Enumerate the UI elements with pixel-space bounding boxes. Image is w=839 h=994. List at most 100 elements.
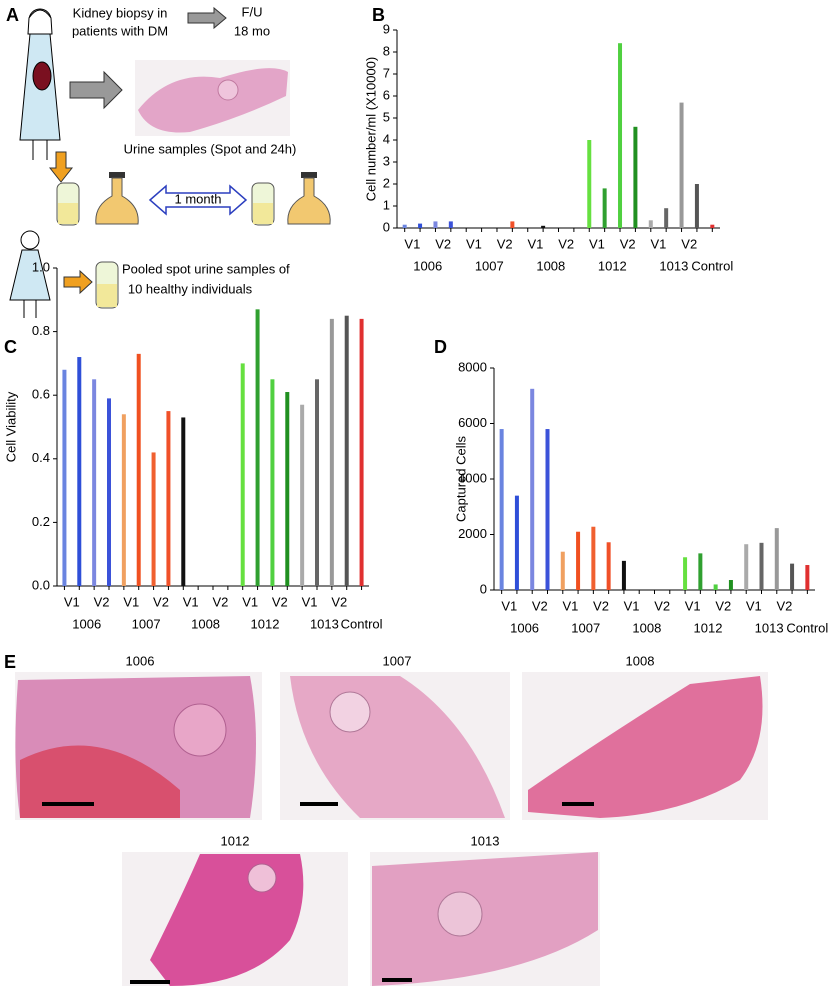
visit-label: V2: [435, 236, 451, 251]
visit-label: V2: [212, 594, 228, 609]
panel-label: D: [434, 337, 447, 357]
bar: [344, 315, 349, 586]
followup-text: F/U: [242, 4, 263, 19]
panel-label: B: [372, 5, 385, 25]
y-tick-label: 0.8: [32, 323, 50, 338]
visit-label: V1: [746, 598, 762, 613]
histology-image: [280, 672, 510, 820]
panel-label: A: [6, 5, 19, 25]
y-tick-label: 0.2: [32, 514, 50, 529]
visit-label: V1: [501, 598, 517, 613]
group-label: 1007: [571, 620, 600, 635]
urine-flask: [95, 172, 139, 225]
bar: [77, 357, 82, 586]
bar: [713, 584, 718, 590]
bar: [710, 224, 715, 228]
visit-label: V2: [776, 598, 792, 613]
bar: [790, 563, 795, 590]
y-tick-label: 2: [383, 175, 390, 190]
bar: [315, 379, 319, 586]
group-label: Control: [341, 616, 383, 631]
y-tick-label: 7: [383, 65, 390, 80]
y-tick-label: 0.4: [32, 450, 50, 465]
y-tick-label: 0.6: [32, 387, 50, 402]
sample-label: 1008: [626, 653, 655, 668]
bar: [62, 369, 67, 586]
y-tick-label: 0: [480, 581, 487, 596]
visit-label: V1: [242, 594, 258, 609]
bar: [136, 353, 141, 586]
bar: [633, 126, 638, 228]
bar: [683, 557, 688, 590]
y-tick-label: 2000: [458, 526, 487, 541]
arrow: [187, 6, 227, 30]
group-label: 1007: [475, 258, 504, 273]
biopsy-text: patients with DM: [72, 23, 168, 38]
histology-image: [522, 672, 768, 820]
y-tick-label: 4000: [458, 470, 487, 485]
visit-label: V1: [302, 594, 318, 609]
biopsy-text: Kidney biopsy in: [73, 5, 168, 20]
visit-label: V2: [620, 236, 636, 251]
bar: [285, 392, 290, 586]
y-tick-label: 6: [383, 87, 390, 102]
bar: [698, 553, 703, 590]
bar: [92, 379, 97, 586]
interval-text: 1 month: [175, 191, 222, 206]
group-label: 1006: [413, 258, 442, 273]
visit-label: V2: [715, 598, 731, 613]
bar: [541, 225, 546, 228]
visit-label: V2: [153, 594, 169, 609]
bar: [805, 565, 810, 590]
bar: [270, 379, 275, 586]
bar: [514, 495, 519, 590]
histology-image: [122, 852, 348, 986]
visit-label: V2: [593, 598, 609, 613]
urine-tube: [95, 261, 119, 309]
bar: [664, 208, 669, 228]
sample-label: 1012: [221, 833, 250, 848]
bar: [448, 221, 453, 228]
visit-label: V1: [589, 236, 605, 251]
bar: [545, 429, 550, 590]
visit-label: V1: [685, 598, 701, 613]
visit-label: V2: [272, 594, 288, 609]
y-tick-label: 3: [383, 153, 390, 168]
visit-label: V2: [94, 594, 110, 609]
visit-label: V1: [624, 598, 640, 613]
bar: [166, 411, 171, 586]
visit-label: V2: [681, 236, 697, 251]
group-label: 1008: [191, 616, 220, 631]
visit-label: V1: [404, 236, 420, 251]
urine-tube: [56, 182, 80, 226]
group-label: 1012: [251, 616, 280, 631]
bar: [240, 363, 245, 586]
y-tick-label: 1.0: [32, 259, 50, 274]
group-label: 1013: [755, 620, 784, 635]
bar: [402, 224, 407, 228]
bar: [510, 221, 515, 228]
visit-label: V2: [558, 236, 574, 251]
bar: [560, 551, 565, 590]
visit-label: V2: [331, 594, 347, 609]
sample-label: 1007: [383, 653, 412, 668]
bar: [359, 318, 364, 586]
y-tick-label: 8000: [458, 359, 487, 374]
visit-label: V1: [466, 236, 482, 251]
bar: [181, 417, 186, 586]
group-label: Control: [691, 258, 733, 273]
arrow: [48, 151, 74, 183]
visit-label: V1: [64, 594, 80, 609]
y-tick-label: 0.0: [32, 577, 50, 592]
pooled-text: Pooled spot urine samples of: [122, 261, 290, 276]
urine-text: Urine samples (Spot and 24h): [124, 141, 297, 156]
group-label: 1008: [536, 258, 565, 273]
group-label: 1013: [310, 616, 339, 631]
y-tick-label: 0: [383, 219, 390, 234]
bar: [759, 542, 764, 590]
panel-label: C: [4, 337, 17, 357]
bar: [728, 580, 733, 590]
group-label: 1012: [598, 258, 627, 273]
visit-label: V2: [497, 236, 513, 251]
